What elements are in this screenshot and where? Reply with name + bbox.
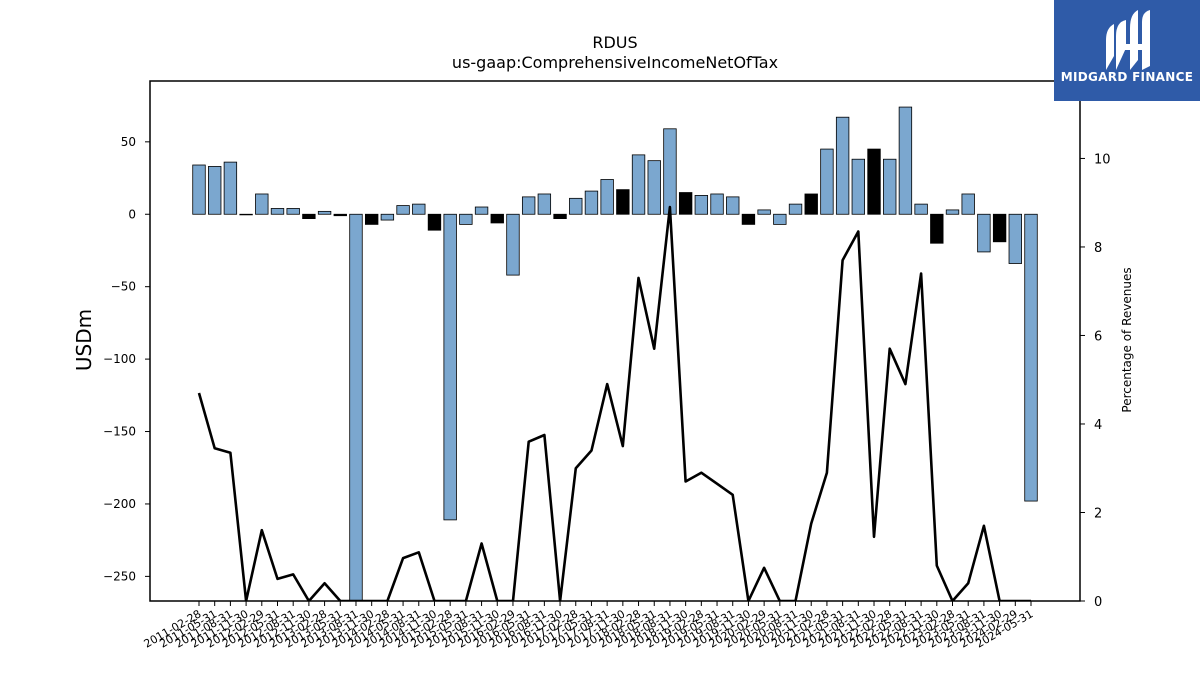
bar bbox=[867, 148, 881, 215]
bar bbox=[804, 193, 818, 215]
bar bbox=[239, 213, 253, 216]
bar bbox=[663, 128, 677, 215]
chart-subtitle: us-gaap:ComprehensiveIncomeNetOfTax bbox=[451, 53, 779, 72]
bar bbox=[270, 208, 285, 215]
bar bbox=[631, 154, 646, 215]
bar bbox=[835, 116, 850, 215]
bar bbox=[726, 196, 740, 215]
bar bbox=[396, 205, 410, 215]
percentage-line bbox=[197, 205, 1031, 601]
x-axis: 2011-02-282011-05-312011-08-312011-11-30… bbox=[142, 601, 1036, 651]
bar bbox=[223, 161, 238, 215]
bar bbox=[521, 196, 536, 215]
y-tick-label: 0 bbox=[128, 207, 136, 221]
y2-tick-label: 2 bbox=[1094, 506, 1102, 521]
y2-axis-label: Percentage of Revenues bbox=[1120, 267, 1134, 413]
line-series bbox=[197, 205, 1031, 601]
bar bbox=[820, 148, 834, 215]
bar bbox=[710, 193, 724, 215]
bar bbox=[898, 106, 913, 215]
bar bbox=[773, 213, 787, 225]
y2-tick-label: 0 bbox=[1094, 595, 1102, 610]
logo: MIDGARD FINANCE bbox=[1054, 0, 1200, 101]
y-tick-label: −100 bbox=[103, 352, 136, 366]
bar bbox=[427, 213, 442, 231]
y-tick-label: −150 bbox=[103, 425, 136, 439]
bar bbox=[992, 213, 1007, 243]
bar bbox=[569, 197, 583, 215]
bar bbox=[977, 213, 991, 253]
bar bbox=[380, 213, 395, 221]
bar bbox=[192, 164, 206, 215]
bar bbox=[412, 203, 426, 215]
bar bbox=[459, 213, 473, 225]
bar bbox=[474, 206, 489, 215]
bar bbox=[1024, 213, 1038, 502]
bar bbox=[694, 195, 709, 215]
bar bbox=[757, 209, 771, 215]
bar bbox=[616, 189, 630, 215]
logo-text: MIDGARD FINANCE bbox=[1060, 70, 1194, 84]
y-axis-right: 0 2 4 6 8 10 bbox=[1080, 152, 1111, 610]
bar bbox=[286, 208, 300, 215]
bar bbox=[647, 160, 661, 215]
bar bbox=[741, 213, 756, 225]
y-tick-label: −250 bbox=[103, 569, 136, 583]
bar bbox=[490, 213, 504, 224]
bar bbox=[443, 213, 457, 521]
bar bbox=[1008, 213, 1022, 264]
y2-tick-label: 10 bbox=[1094, 152, 1111, 167]
y2-tick-label: 8 bbox=[1094, 241, 1102, 256]
plot-frame bbox=[149, 80, 1081, 602]
bar bbox=[255, 193, 269, 215]
bar bbox=[930, 213, 944, 244]
bar bbox=[678, 192, 693, 215]
y-axis-label: USDm bbox=[72, 308, 96, 372]
bar bbox=[208, 166, 222, 215]
bar bbox=[788, 203, 803, 215]
y-tick-label: −50 bbox=[111, 280, 136, 294]
bar bbox=[584, 190, 599, 215]
bar bbox=[883, 158, 897, 215]
bar bbox=[506, 213, 520, 276]
bar bbox=[945, 209, 960, 215]
bar bbox=[851, 158, 865, 215]
y2-tick-label: 6 bbox=[1094, 329, 1102, 344]
bar bbox=[537, 193, 552, 215]
y-tick-label: 50 bbox=[121, 135, 136, 149]
bar-series bbox=[192, 106, 1038, 601]
bar bbox=[961, 193, 975, 215]
y-axis-left: 50 0 −50 −100 −150 −200 −250 bbox=[103, 135, 150, 583]
chart-title: RDUS bbox=[592, 33, 638, 52]
bar bbox=[553, 213, 567, 220]
bar bbox=[317, 210, 332, 215]
bar bbox=[333, 213, 347, 217]
bar bbox=[349, 213, 363, 601]
y2-tick-label: 4 bbox=[1094, 418, 1102, 433]
bar bbox=[600, 179, 614, 215]
logo-icon bbox=[1106, 10, 1150, 70]
y-tick-label: −200 bbox=[103, 497, 136, 511]
bar bbox=[302, 213, 316, 220]
bar bbox=[914, 203, 928, 215]
bar bbox=[364, 213, 379, 225]
